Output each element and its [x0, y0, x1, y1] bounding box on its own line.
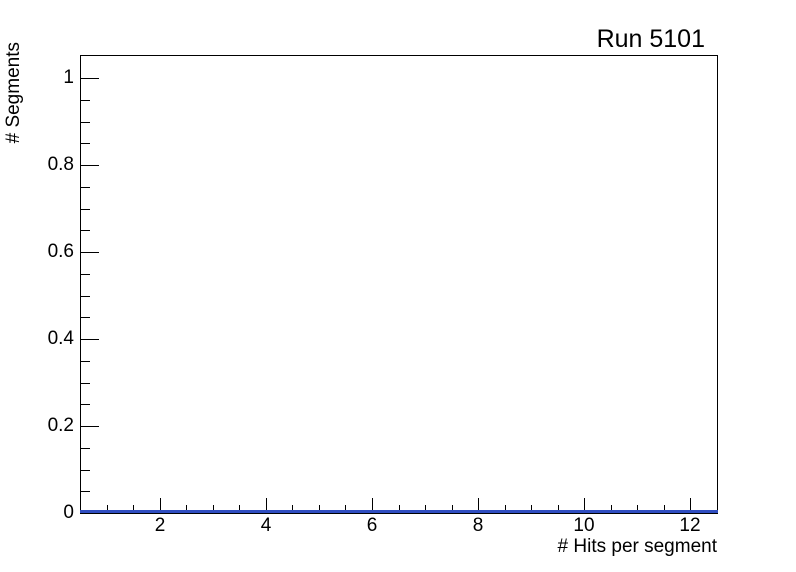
- y-tick-label: 0.8: [47, 154, 74, 175]
- y-tick-label: 1: [63, 67, 74, 88]
- histogram-baseline: [80, 510, 718, 513]
- y-major-tick: [81, 252, 99, 253]
- y-minor-tick: [81, 209, 90, 210]
- y-minor-tick: [81, 122, 90, 123]
- x-major-tick: [266, 498, 267, 513]
- y-minor-tick: [81, 448, 90, 449]
- x-tick-label: 4: [260, 515, 272, 536]
- x-tick-label: 12: [679, 515, 701, 536]
- x-major-tick: [584, 498, 585, 513]
- x-major-tick: [478, 498, 479, 513]
- x-tick-label: 6: [366, 515, 378, 536]
- y-major-tick: [81, 78, 99, 79]
- y-minor-tick: [81, 274, 90, 275]
- y-major-tick: [81, 426, 99, 427]
- x-tick-label: 2: [154, 515, 166, 536]
- x-minor-tick: [345, 505, 346, 513]
- x-minor-tick: [531, 505, 532, 513]
- y-major-tick: [81, 339, 99, 340]
- x-tick-label: 10: [573, 515, 595, 536]
- y-minor-tick: [81, 383, 90, 384]
- x-minor-tick: [637, 505, 638, 513]
- y-minor-tick: [81, 230, 90, 231]
- y-minor-tick: [81, 296, 90, 297]
- y-major-tick: [81, 165, 99, 166]
- plot-title: Run 5101: [596, 25, 705, 53]
- y-tick-label: 0.2: [47, 415, 74, 436]
- x-minor-tick: [319, 505, 320, 513]
- x-minor-tick: [213, 505, 214, 513]
- y-minor-tick: [81, 143, 90, 144]
- x-minor-tick: [292, 505, 293, 513]
- x-minor-tick: [133, 505, 134, 513]
- x-major-tick: [690, 498, 691, 513]
- x-minor-tick: [664, 505, 665, 513]
- x-minor-tick: [107, 505, 108, 513]
- x-minor-tick: [425, 505, 426, 513]
- y-minor-tick: [81, 187, 90, 188]
- y-tick-label: 0: [63, 502, 74, 523]
- x-major-tick: [160, 498, 161, 513]
- y-tick-label: 0.4: [47, 328, 74, 349]
- x-minor-tick: [399, 505, 400, 513]
- x-tick-label: 8: [472, 515, 484, 536]
- y-minor-tick: [81, 361, 90, 362]
- x-minor-tick: [239, 505, 240, 513]
- y-minor-tick: [81, 470, 90, 471]
- y-minor-tick: [81, 100, 90, 101]
- x-minor-tick: [558, 505, 559, 513]
- x-minor-tick: [611, 505, 612, 513]
- x-minor-tick: [505, 505, 506, 513]
- y-axis-title: # Segments: [3, 42, 24, 144]
- plot-frame: [80, 55, 718, 514]
- y-minor-tick: [81, 404, 90, 405]
- x-minor-tick: [452, 505, 453, 513]
- y-minor-tick: [81, 491, 90, 492]
- y-tick-label: 0.6: [47, 241, 74, 262]
- x-minor-tick: [186, 505, 187, 513]
- x-major-tick: [372, 498, 373, 513]
- x-axis-title: # Hits per segment: [557, 536, 717, 557]
- y-minor-tick: [81, 317, 90, 318]
